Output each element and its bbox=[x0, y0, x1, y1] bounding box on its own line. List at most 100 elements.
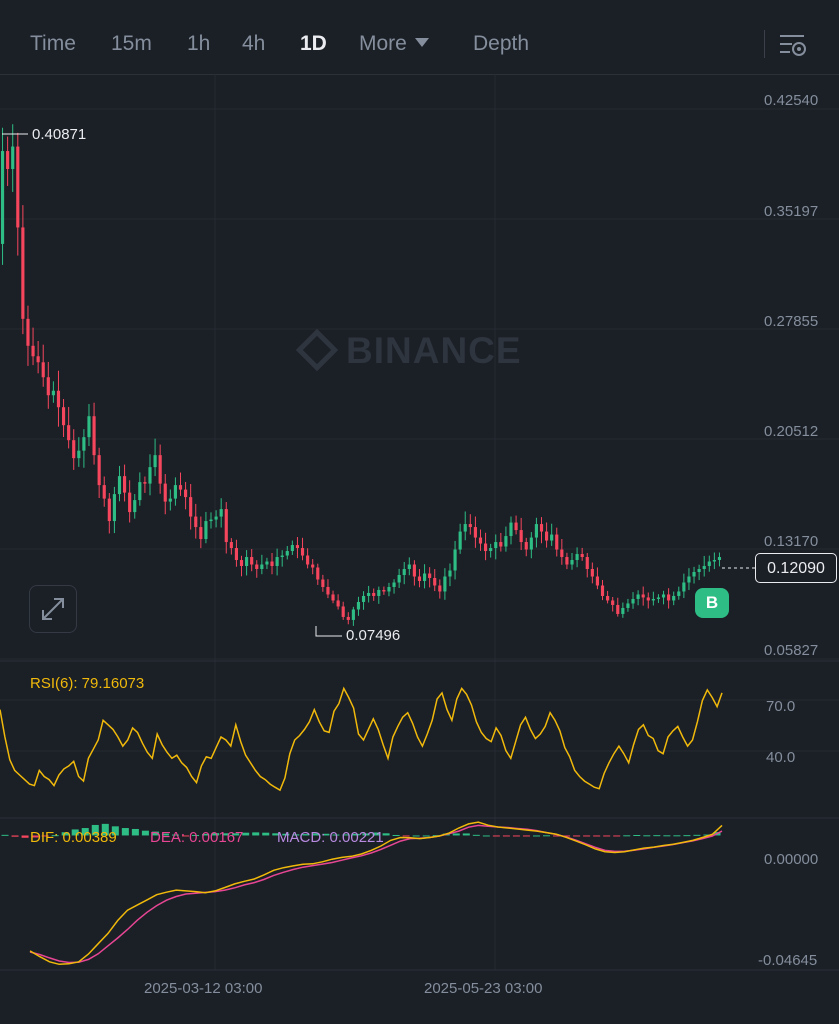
candle-body bbox=[367, 592, 371, 596]
candle-body bbox=[585, 557, 589, 570]
macd-histogram-bar bbox=[633, 835, 641, 836]
macd-histogram-bar bbox=[272, 833, 280, 836]
macd-histogram-bar bbox=[603, 835, 611, 837]
macd-histogram-bar bbox=[392, 835, 400, 836]
candle-body bbox=[529, 537, 533, 550]
candle-body bbox=[6, 151, 10, 170]
candle-body bbox=[682, 582, 686, 592]
price-axis-label: 0.27855 bbox=[764, 313, 819, 330]
candle-body bbox=[184, 489, 188, 498]
macd-histogram-bar bbox=[121, 828, 129, 836]
macd-histogram-bar bbox=[51, 835, 59, 837]
macd-histogram-bar bbox=[563, 835, 571, 837]
tab-more-label: More bbox=[359, 32, 407, 55]
price-axis-label: 0.20512 bbox=[764, 423, 819, 440]
candle-body bbox=[712, 560, 716, 562]
candle-body bbox=[300, 548, 305, 556]
candle-body bbox=[204, 521, 208, 540]
tab-1h[interactable]: 1h bbox=[187, 32, 211, 55]
binance-watermark: BINANCE bbox=[295, 328, 522, 372]
candle-body bbox=[168, 498, 172, 502]
candle-body bbox=[67, 425, 71, 441]
candle-body bbox=[336, 600, 340, 607]
candle-body bbox=[417, 576, 422, 581]
macd-histogram-bar bbox=[131, 828, 139, 836]
rsi-axis-label: 70.0 bbox=[766, 698, 796, 715]
macd-dea-label: DEA: 0.00167 bbox=[150, 829, 244, 846]
candle-body bbox=[575, 554, 579, 561]
buy-marker-badge[interactable]: B bbox=[695, 588, 729, 618]
candle-body bbox=[87, 416, 91, 438]
macd-histogram-bar bbox=[703, 834, 711, 836]
macd-histogram-bar bbox=[302, 834, 310, 836]
interval-tab-bar: Time 15m 1h 4h 1D More Depth bbox=[0, 0, 839, 75]
candle-body bbox=[478, 537, 483, 544]
candle-body bbox=[697, 569, 701, 573]
macd-histogram-bar bbox=[322, 833, 330, 836]
rsi-line bbox=[0, 686, 723, 792]
candle-body bbox=[290, 545, 294, 552]
macd-dif-line bbox=[29, 821, 723, 966]
macd-histogram-bar bbox=[382, 833, 390, 836]
macd-histogram-bar bbox=[21, 835, 29, 838]
macd-histogram-bar bbox=[222, 833, 230, 836]
macd-histogram-bar bbox=[141, 830, 149, 836]
candle-body bbox=[428, 573, 432, 578]
candle-body bbox=[539, 524, 544, 532]
candle-body bbox=[407, 564, 411, 570]
tab-1d[interactable]: 1D bbox=[300, 32, 327, 55]
macd-histogram-bar bbox=[91, 824, 99, 836]
macd-axis-label: 0.00000 bbox=[764, 851, 819, 868]
low-price-marker: 0.07496 bbox=[346, 627, 401, 644]
candle-body bbox=[306, 555, 310, 565]
candle-body bbox=[717, 557, 722, 561]
candle-body bbox=[107, 498, 111, 522]
tab-15m[interactable]: 15m bbox=[111, 32, 152, 55]
candle-body bbox=[499, 542, 503, 547]
candle-body bbox=[51, 390, 55, 396]
tab-more[interactable]: More bbox=[359, 32, 429, 56]
macd-histogram-bar bbox=[242, 832, 250, 836]
macd-histogram-bar bbox=[432, 835, 440, 837]
macd-value-label: MACD: 0.00221 bbox=[277, 829, 384, 846]
macd-histogram-bar bbox=[502, 835, 510, 837]
candle-body bbox=[189, 497, 193, 517]
candle-body bbox=[606, 595, 610, 601]
candle-body bbox=[82, 437, 86, 451]
candle-body bbox=[443, 576, 447, 592]
candle-body bbox=[519, 530, 523, 543]
candle-body bbox=[331, 594, 335, 601]
caret-down-icon bbox=[414, 38, 429, 47]
macd-histogram-bar bbox=[202, 833, 210, 836]
candle-body bbox=[489, 548, 493, 552]
macd-histogram-bar bbox=[643, 835, 651, 837]
kline-chart[interactable] bbox=[0, 74, 839, 1024]
candle-body bbox=[143, 482, 147, 484]
candle-body bbox=[77, 450, 81, 459]
macd-histogram-bar bbox=[61, 832, 69, 836]
candle-body bbox=[21, 227, 25, 319]
candle-body bbox=[117, 476, 122, 495]
candle-body bbox=[626, 603, 630, 608]
candle-body bbox=[219, 509, 223, 517]
macd-histogram-bar bbox=[292, 834, 300, 836]
macd-histogram-bar bbox=[583, 835, 591, 837]
candle-body bbox=[377, 589, 381, 596]
candle-body bbox=[509, 522, 513, 537]
last-price-tag[interactable]: 0.12090 bbox=[755, 553, 837, 583]
tab-time[interactable]: Time bbox=[30, 32, 76, 55]
expand-button[interactable] bbox=[29, 585, 77, 633]
watermark-text: BINANCE bbox=[346, 330, 522, 371]
candle-body bbox=[672, 595, 676, 601]
tab-depth[interactable]: Depth bbox=[473, 32, 530, 55]
chart-settings-icon[interactable] bbox=[778, 32, 808, 60]
candle-body bbox=[31, 345, 35, 357]
price-axis-label: 0.42540 bbox=[764, 92, 819, 109]
candle-body bbox=[209, 519, 213, 522]
macd-histogram-bar bbox=[492, 835, 500, 837]
candle-body bbox=[36, 356, 40, 363]
tab-4h[interactable]: 4h bbox=[242, 32, 266, 55]
macd-histogram-bar bbox=[1, 834, 9, 836]
candle-body bbox=[651, 598, 655, 601]
macd-histogram-bar bbox=[532, 835, 540, 837]
